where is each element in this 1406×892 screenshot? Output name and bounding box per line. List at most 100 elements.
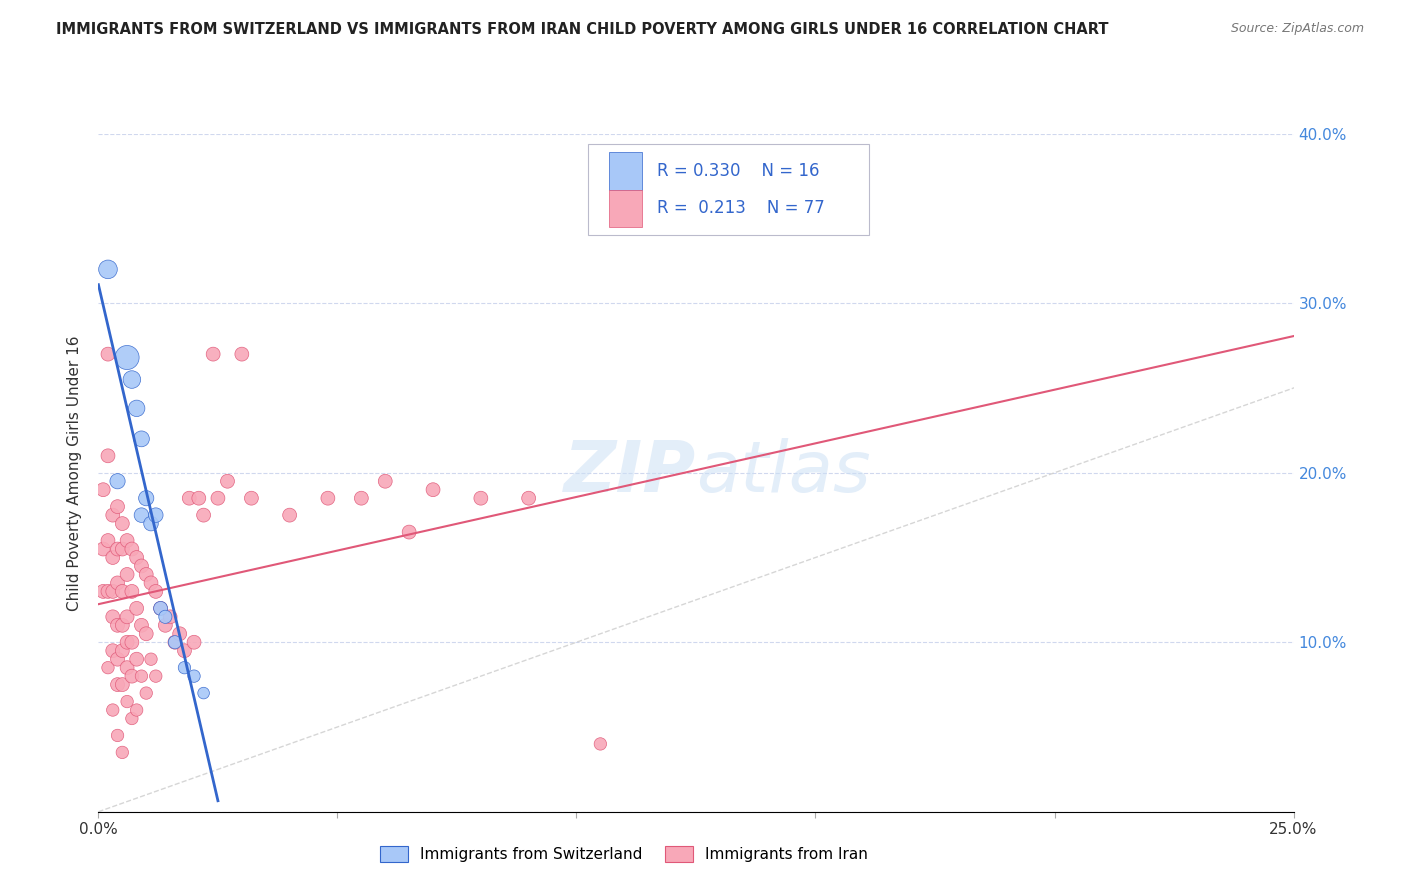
- Point: [107, 728, 129, 742]
- Point: [470, 491, 492, 505]
- Point: [101, 703, 124, 717]
- Point: [97, 262, 120, 277]
- Point: [91, 584, 114, 599]
- Point: [202, 347, 225, 361]
- Point: [374, 475, 396, 489]
- Point: [187, 491, 209, 505]
- Point: [125, 652, 148, 666]
- Point: [101, 644, 124, 658]
- Point: [163, 635, 186, 649]
- Point: [350, 491, 373, 505]
- Point: [131, 432, 153, 446]
- Point: [231, 347, 253, 361]
- Text: atlas: atlas: [696, 438, 870, 508]
- Point: [97, 449, 120, 463]
- Point: [193, 686, 215, 700]
- Point: [135, 567, 157, 582]
- Point: [101, 508, 124, 523]
- Point: [111, 618, 134, 632]
- Point: [121, 669, 143, 683]
- Point: [115, 351, 138, 365]
- Point: [131, 669, 153, 683]
- Point: [111, 746, 134, 760]
- Point: [149, 601, 172, 615]
- Point: [101, 610, 124, 624]
- Point: [155, 618, 177, 632]
- Point: [115, 610, 138, 624]
- Point: [91, 541, 114, 557]
- Point: [135, 626, 157, 640]
- Point: [155, 610, 177, 624]
- Point: [121, 635, 143, 649]
- Point: [149, 601, 172, 615]
- Point: [183, 635, 205, 649]
- Point: [173, 644, 195, 658]
- Point: [111, 644, 134, 658]
- Point: [111, 678, 134, 692]
- Point: [131, 508, 153, 523]
- Bar: [609, 190, 643, 227]
- Point: [131, 618, 153, 632]
- Point: [115, 635, 138, 649]
- Bar: [609, 153, 643, 190]
- Point: [589, 737, 612, 751]
- Point: [207, 491, 229, 505]
- Text: R = 0.330    N = 16: R = 0.330 N = 16: [657, 162, 820, 180]
- Point: [135, 686, 157, 700]
- Point: [97, 533, 120, 548]
- Point: [139, 576, 162, 591]
- Point: [115, 660, 138, 674]
- Point: [163, 635, 186, 649]
- Point: [517, 491, 540, 505]
- Text: IMMIGRANTS FROM SWITZERLAND VS IMMIGRANTS FROM IRAN CHILD POVERTY AMONG GIRLS UN: IMMIGRANTS FROM SWITZERLAND VS IMMIGRANT…: [56, 22, 1109, 37]
- Point: [115, 694, 138, 708]
- Point: [121, 712, 143, 726]
- Point: [111, 516, 134, 531]
- Point: [107, 541, 129, 557]
- Point: [107, 475, 129, 489]
- Point: [193, 508, 215, 523]
- Point: [91, 483, 114, 497]
- Point: [179, 491, 201, 505]
- Point: [278, 508, 301, 523]
- Point: [422, 483, 444, 497]
- Point: [173, 660, 195, 674]
- Point: [145, 669, 167, 683]
- Point: [101, 550, 124, 565]
- Point: [217, 475, 239, 489]
- Point: [125, 601, 148, 615]
- Point: [125, 703, 148, 717]
- Text: ZIP: ZIP: [564, 438, 696, 508]
- Text: Source: ZipAtlas.com: Source: ZipAtlas.com: [1230, 22, 1364, 36]
- Point: [97, 347, 120, 361]
- Point: [121, 373, 143, 387]
- Point: [169, 626, 191, 640]
- Point: [145, 584, 167, 599]
- Point: [97, 660, 120, 674]
- Point: [107, 652, 129, 666]
- Point: [111, 541, 134, 557]
- Point: [107, 500, 129, 514]
- Point: [121, 541, 143, 557]
- Point: [115, 567, 138, 582]
- Point: [139, 516, 162, 531]
- Point: [131, 558, 153, 574]
- Point: [145, 508, 167, 523]
- Point: [101, 584, 124, 599]
- Text: R =  0.213    N = 77: R = 0.213 N = 77: [657, 200, 824, 218]
- Point: [97, 584, 120, 599]
- Y-axis label: Child Poverty Among Girls Under 16: Child Poverty Among Girls Under 16: [67, 335, 83, 610]
- Point: [107, 576, 129, 591]
- Point: [139, 652, 162, 666]
- Point: [125, 550, 148, 565]
- Point: [316, 491, 339, 505]
- Point: [121, 584, 143, 599]
- Point: [115, 533, 138, 548]
- Point: [125, 401, 148, 416]
- Point: [183, 669, 205, 683]
- Point: [107, 618, 129, 632]
- Point: [398, 524, 420, 539]
- Point: [111, 584, 134, 599]
- Point: [135, 491, 157, 505]
- Point: [107, 678, 129, 692]
